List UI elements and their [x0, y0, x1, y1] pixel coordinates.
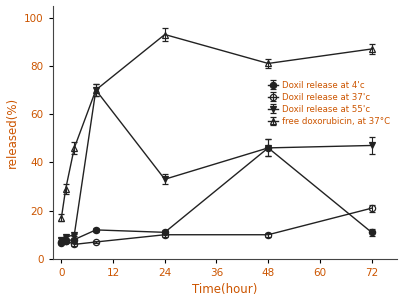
Y-axis label: released(%): released(%)	[6, 97, 19, 168]
X-axis label: Time(hour): Time(hour)	[192, 284, 258, 297]
Legend: Doxil release at 4'c, Doxil release at 37'c, Doxil release at 55'c, free doxorub: Doxil release at 4'c, Doxil release at 3…	[268, 81, 390, 126]
